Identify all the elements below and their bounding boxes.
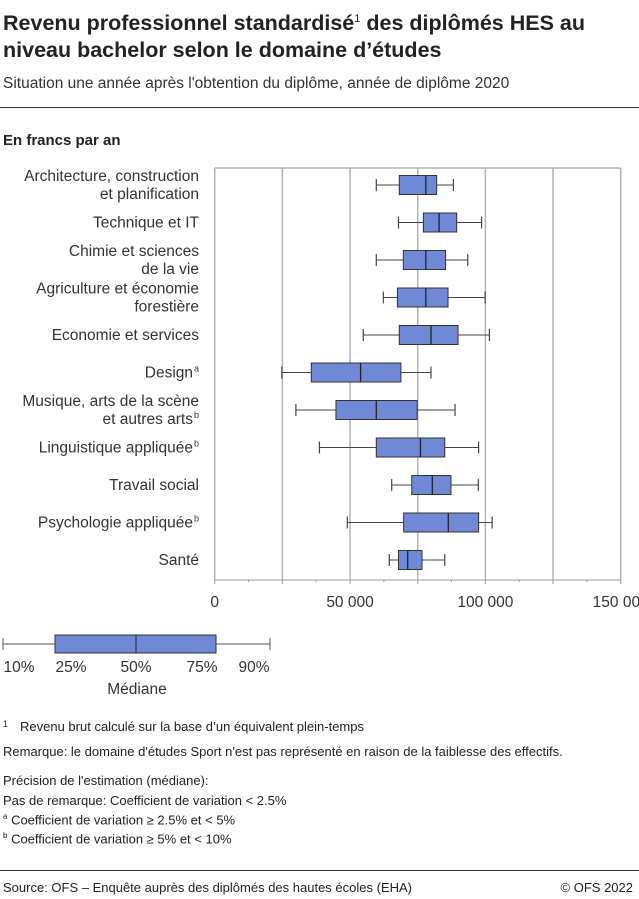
x-tick-label: 50 000 [326, 594, 374, 611]
category-label: Santé [158, 552, 199, 569]
footnote-text: Revenu brut calculé sur la base d’un équ… [20, 719, 364, 734]
iqr-box [398, 325, 459, 345]
category-label: Psychologie appliquée [38, 515, 193, 532]
precision-none: Pas de remarque: Coefficient de variatio… [3, 793, 287, 808]
category-label: Economie et services [52, 327, 200, 344]
precision-b: b Coefficient de variation ≥ 5% et < 10% [3, 831, 232, 846]
box-9 [346, 512, 493, 533]
iqr-box [398, 175, 438, 195]
category-footnote-mark: b [194, 410, 199, 420]
precision-a: a Coefficient de variation ≥ 2.5% et < 5… [3, 812, 235, 827]
footnote-mark: 1 [3, 719, 9, 729]
legend-label-p25: 25% [55, 659, 86, 676]
mark-a: a [3, 812, 8, 821]
category-label: Travail social [109, 477, 199, 494]
divider [0, 107, 639, 108]
box-5 [281, 362, 432, 383]
legend-label-p10: 10% [3, 659, 34, 676]
remark: Remarque: le domaine d'études Sport n'es… [3, 744, 563, 759]
box-2 [375, 250, 469, 270]
category-footnote-mark: b [194, 439, 199, 449]
box-0 [375, 175, 455, 195]
box-8 [391, 475, 479, 495]
iqr-box [375, 437, 446, 458]
iqr-box [411, 475, 452, 495]
precision-a-text: Coefficient de variation ≥ 2.5% et < 5% [7, 812, 236, 828]
chart-subtitle: Situation une année après l'obtention du… [3, 75, 510, 92]
category-label: forestière [134, 299, 199, 316]
precision-b-text: Coefficient de variation ≥ 5% et < 10% [7, 831, 232, 847]
mark-b: b [3, 831, 8, 840]
category-label: de la vie [141, 261, 199, 278]
x-tick-label: 0 [210, 594, 219, 611]
source: Source: OFS – Enquête auprès des diplômé… [3, 880, 412, 895]
box-1 [397, 212, 483, 233]
category-label: Linguistique appliquée [39, 440, 193, 457]
legend-label-p90: 90% [238, 659, 269, 676]
precision-title: Précision de l'estimation (médiane): [3, 773, 209, 788]
unit-label: En francs par an [3, 132, 121, 149]
title-text-end: des diplômés HES au niveau bachelor selo… [3, 11, 586, 63]
category-label: Architecture, construction [24, 168, 199, 185]
iqr-box [422, 212, 458, 233]
x-tick-label: 100 000 [457, 594, 513, 611]
boxplot-chart: 0 50 000 100 000 150 000 Architecture, const… [2, 167, 639, 698]
iqr-box [402, 250, 447, 270]
category-label: Agriculture et économie [36, 281, 199, 298]
box-7 [318, 437, 480, 458]
box-10 [388, 550, 446, 570]
legend: 10% 25% 50% 75% 90% Médiane [2, 634, 271, 698]
legend-label-p50: 50% [120, 659, 151, 676]
category-label: Design [145, 365, 193, 382]
box-6 [295, 400, 456, 420]
divider [0, 870, 639, 871]
box-3 [382, 287, 486, 308]
legend-median-label: Médiane [107, 681, 166, 698]
iqr-box [396, 287, 449, 308]
category-label: Musique, arts de la scène [22, 393, 199, 410]
legend-label-p75: 75% [186, 659, 217, 676]
category-footnote-mark: b [194, 514, 199, 524]
copyright: © OFS 2022 [560, 880, 633, 895]
category-label: Chimie et sciences [69, 243, 199, 260]
iqr-box [403, 512, 480, 533]
iqr-box [397, 550, 423, 570]
title-footnote-mark: 1 [354, 13, 361, 25]
iqr-box [310, 362, 402, 383]
category-label: et autres arts [103, 411, 194, 428]
category-label: et planification [100, 186, 199, 203]
category-footnote-mark: a [194, 364, 199, 374]
footnote-1: 1 Revenu brut calculé sur la base d’un éq… [3, 719, 364, 734]
category-label: Technique et IT [93, 215, 200, 232]
box-4 [362, 325, 491, 345]
chart-title: Revenu professionnel standardisé1 des di… [3, 6, 639, 64]
title-text: Revenu professionnel standardisé [3, 11, 355, 36]
x-tick-label: 150 000 [593, 594, 639, 611]
